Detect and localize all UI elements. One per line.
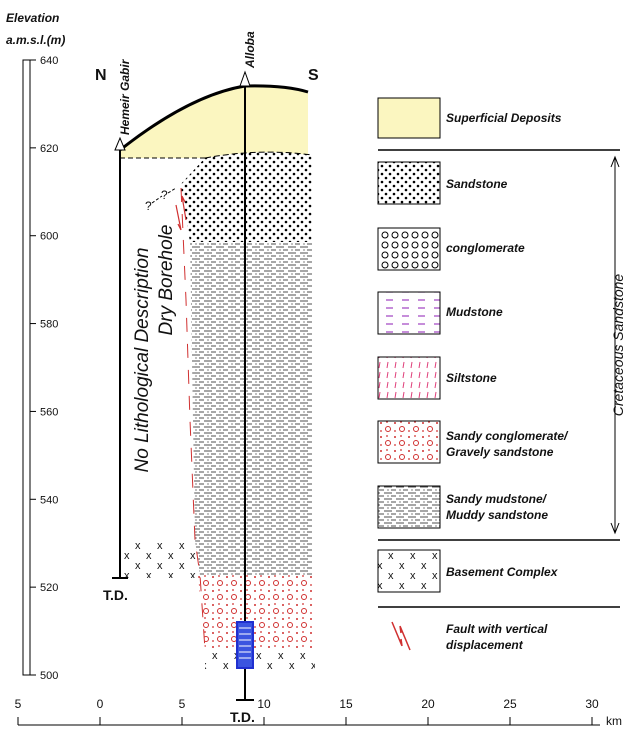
tick-label: 560 [40,406,58,418]
annotation: No Lithological Description [132,248,153,473]
direction: S [308,67,319,84]
legend-swatch [378,292,440,334]
question-mark: ? [145,199,152,213]
elevation-axis: 640 620 600 580 560 540 520 500 [23,55,58,682]
figure: xx Elevation a.m.s.l.(m) 640620600580560… [0,0,635,745]
legend-swatch [378,486,440,528]
tick-label: 0 [97,697,104,711]
tick-label: 640 [40,55,58,67]
tick-label: 5 [179,697,186,711]
legend-label: Siltstone [446,371,497,385]
legend-label: Muddy sandstone [446,508,548,522]
sandy-conglomerate-unit [198,575,312,650]
km-unit: km [606,714,622,728]
basement-unit [120,540,198,578]
total-depth: T.D. [230,709,255,725]
legend-swatch [378,550,440,592]
scale-bar [23,60,30,675]
basement-unit [205,650,315,672]
tick-label: 5 [15,697,22,711]
tick-label: 580 [40,319,58,331]
legend-swatch [378,98,440,138]
tick-label: 540 [40,494,58,506]
axis-title: Elevation [6,11,59,25]
question-mark: ? [161,188,168,202]
legend-label: Sandstone [446,177,508,191]
tick-label: 15 [339,697,353,711]
tick-label: 30 [585,697,599,711]
tick-label: 620 [40,143,58,155]
screen [237,622,253,668]
superficial-deposits [120,86,308,158]
cross-section: N S Hemeir Gabir Alloba T.D. T.D. No Lit… [95,31,319,725]
direction: N [95,67,107,84]
tick-label: 25 [503,697,517,711]
legend: Superficial Deposits Sandstone conglomer… [378,98,626,652]
legend-swatch [378,162,440,204]
tick-label: 600 [40,231,58,243]
tick-label: 500 [40,670,58,682]
borehole-marker [240,72,250,86]
legend-label: Gravely sandstone [446,445,554,459]
legend-swatch [378,421,440,463]
legend-label: displacement [446,638,524,652]
group-label: Cretaceous Sandstone [610,274,626,417]
borehole-name: Hemeir Gabir [118,58,132,135]
legend-label: Superficial Deposits [446,111,562,125]
legend-label: conglomerate [446,241,525,255]
legend-swatch [378,357,440,399]
km-axis: km 5 0 5 10 15 20 25 30 [15,697,622,728]
legend-label: Fault with vertical [446,622,548,636]
fault-arrow [176,196,186,230]
legend-label: Sandy conglomerate/ [446,429,569,443]
borehole-marker [115,138,125,150]
legend-fault [392,622,410,650]
legend-swatch [378,228,440,270]
annotation: Dry Borehole [156,225,177,336]
legend-label: Sandy mudstone/ [446,492,548,506]
axis-title: a.m.s.l.(m) [6,33,65,47]
borehole-name: Alloba [243,31,257,69]
legend-label: Mudstone [446,305,503,319]
tick-label: 20 [421,697,435,711]
tick-label: 520 [40,582,58,594]
sandy-mudstone-unit [190,242,312,575]
legend-label: Basement Complex [446,565,559,579]
tick-label: 10 [257,697,271,711]
total-depth: T.D. [103,587,128,603]
